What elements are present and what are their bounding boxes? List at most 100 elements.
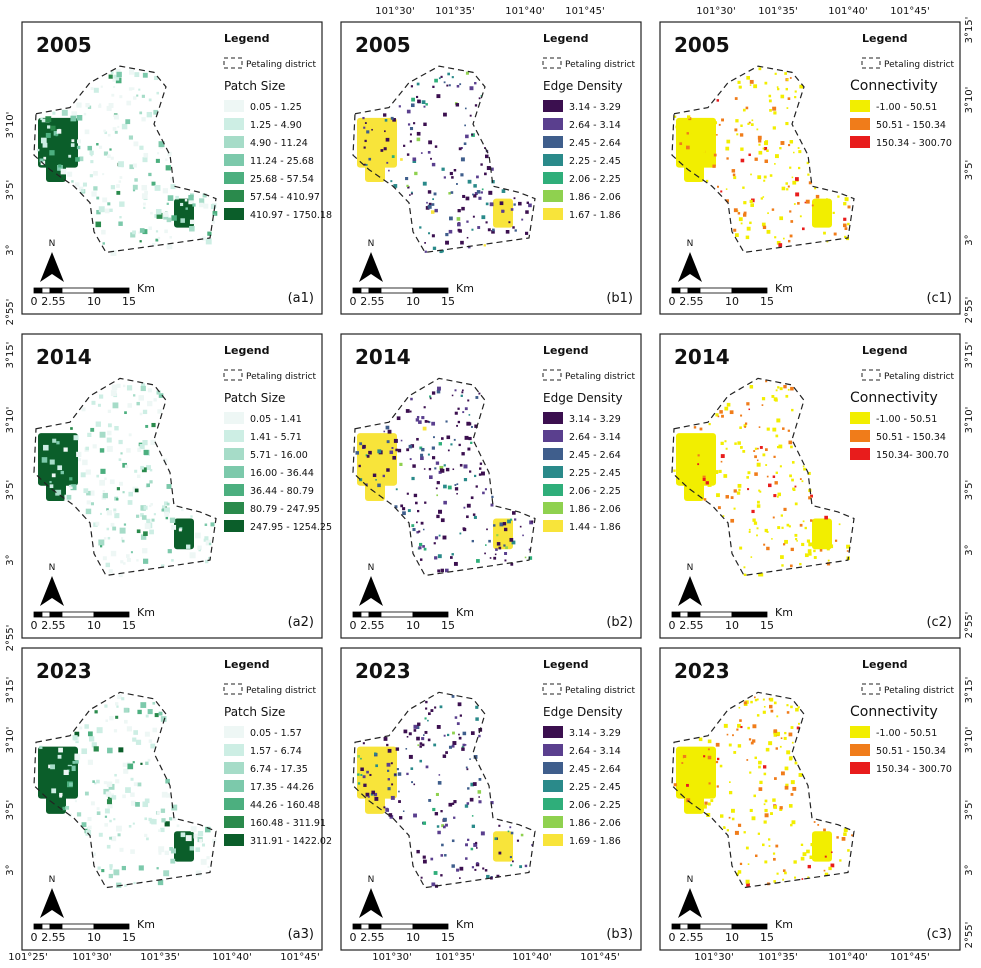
land-patch: [767, 230, 771, 234]
legend-title: Legend: [224, 32, 270, 45]
land-patch: [152, 519, 155, 522]
land-patch: [107, 510, 112, 515]
map-panel: 2005LegendPetaling districtConnectivity-…: [660, 22, 960, 314]
legend-variable: Connectivity: [850, 78, 938, 94]
land-patch: [412, 528, 415, 531]
land-patch: [498, 852, 501, 855]
land-patch: [688, 452, 691, 455]
land-patch: [464, 125, 466, 127]
land-patch: [746, 759, 748, 761]
legend-boundary-label: Petaling district: [565, 372, 636, 382]
scale-label: 5: [378, 619, 385, 632]
scale-segment: [672, 612, 680, 617]
land-patch: [456, 425, 458, 427]
land-patch: [808, 549, 812, 553]
legend-swatch: [543, 780, 563, 792]
land-patch: [684, 769, 688, 773]
land-patch: [785, 767, 789, 771]
land-patch: [103, 556, 107, 560]
land-patch: [482, 188, 484, 190]
land-patch: [425, 731, 428, 734]
land-patch: [752, 119, 754, 121]
land-patch: [104, 478, 106, 480]
land-patch: [683, 755, 686, 758]
land-patch: [702, 127, 705, 130]
land-patch: [100, 513, 102, 515]
land-patch: [756, 534, 758, 536]
legend-swatch: [543, 726, 563, 738]
land-patch: [839, 523, 841, 525]
land-patch: [730, 519, 734, 523]
land-patch: [739, 547, 742, 550]
land-patch: [509, 826, 511, 828]
land-patch: [458, 229, 461, 232]
land-patch: [759, 787, 763, 791]
land-patch: [452, 695, 455, 698]
land-patch: [129, 87, 132, 90]
land-patch: [425, 717, 427, 719]
scale-label: 0: [31, 295, 38, 308]
land-patch: [411, 85, 413, 87]
legend-label: 2.06 - 2.25: [569, 486, 621, 497]
land-patch: [168, 549, 172, 553]
land-patch: [434, 467, 436, 469]
land-patch: [494, 837, 497, 840]
legend-swatch: [543, 412, 563, 424]
land-patch: [776, 418, 780, 422]
land-patch: [138, 89, 140, 91]
land-patch: [732, 818, 735, 821]
land-patch: [93, 444, 97, 448]
land-patch: [781, 95, 785, 99]
land-patch: [757, 501, 760, 504]
land-patch: [481, 831, 485, 835]
land-patch: [792, 787, 796, 791]
land-patch: [109, 209, 112, 212]
land-patch: [727, 829, 729, 831]
land-patch: [452, 76, 454, 78]
land-patch: [703, 478, 706, 481]
land-patch: [676, 433, 716, 486]
scale-segment: [94, 288, 129, 293]
legend-label: 2.45 - 2.64: [569, 138, 621, 149]
land-patch: [427, 720, 429, 722]
year-label: 2023: [355, 659, 411, 683]
land-patch: [757, 175, 761, 179]
land-patch: [721, 415, 724, 418]
land-patch: [710, 763, 713, 766]
land-patch: [771, 710, 774, 713]
land-patch: [684, 792, 704, 814]
land-patch: [109, 864, 112, 867]
legend-label: 2.64 - 3.14: [569, 120, 621, 131]
land-patch: [774, 777, 777, 780]
land-patch: [780, 465, 782, 467]
scale-label: 15: [760, 931, 774, 944]
land-patch: [146, 519, 150, 523]
land-patch: [466, 515, 469, 518]
land-patch: [86, 509, 91, 514]
land-patch: [473, 513, 475, 515]
legend-label: -1.00 - 50.51: [876, 728, 937, 739]
scale-segment: [700, 612, 732, 617]
legend-swatch: [224, 208, 244, 220]
land-patch: [795, 762, 798, 765]
land-patch: [188, 195, 193, 200]
coordinate-label: 101°45': [580, 952, 620, 963]
land-patch: [418, 531, 420, 533]
land-patch: [135, 489, 139, 493]
land-patch: [782, 427, 785, 430]
land-patch: [465, 436, 469, 440]
coordinate-label: 101°35': [758, 6, 798, 17]
land-patch: [142, 440, 147, 445]
land-patch: [750, 203, 754, 207]
land-patch: [462, 411, 464, 413]
land-patch: [429, 395, 431, 397]
land-patch: [711, 138, 715, 142]
north-label: N: [368, 239, 375, 249]
legend-title: Legend: [543, 344, 589, 357]
land-patch: [111, 94, 114, 97]
legend-label: -1.00 - 50.51: [876, 102, 937, 113]
panel-id: (a2): [288, 615, 314, 630]
land-patch: [455, 412, 458, 415]
land-patch: [703, 755, 705, 757]
land-patch: [812, 519, 832, 550]
